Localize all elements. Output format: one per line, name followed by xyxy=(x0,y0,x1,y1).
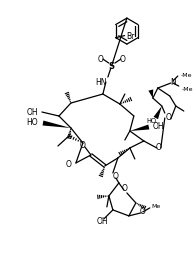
Text: -Me: -Me xyxy=(181,72,192,77)
Polygon shape xyxy=(148,90,153,99)
Text: S: S xyxy=(109,61,115,70)
Text: O: O xyxy=(80,141,86,150)
Text: OH: OH xyxy=(26,107,38,116)
Polygon shape xyxy=(43,121,71,129)
Text: OH: OH xyxy=(153,121,164,130)
Text: Me: Me xyxy=(152,204,161,209)
Text: O: O xyxy=(98,54,104,63)
Polygon shape xyxy=(154,107,162,120)
Text: Br: Br xyxy=(127,32,135,41)
Text: HO: HO xyxy=(147,118,157,123)
Text: HO: HO xyxy=(26,117,38,126)
Text: OH: OH xyxy=(97,217,109,226)
Text: N: N xyxy=(170,77,176,86)
Text: O: O xyxy=(113,172,119,181)
Text: O: O xyxy=(166,112,172,121)
Text: O: O xyxy=(122,184,128,193)
Polygon shape xyxy=(130,125,149,132)
Text: HN: HN xyxy=(95,77,107,86)
Text: O: O xyxy=(120,54,126,63)
Text: O: O xyxy=(156,143,162,152)
Text: O: O xyxy=(140,207,146,216)
Text: O: O xyxy=(66,160,72,169)
Text: -Me: -Me xyxy=(182,86,193,91)
